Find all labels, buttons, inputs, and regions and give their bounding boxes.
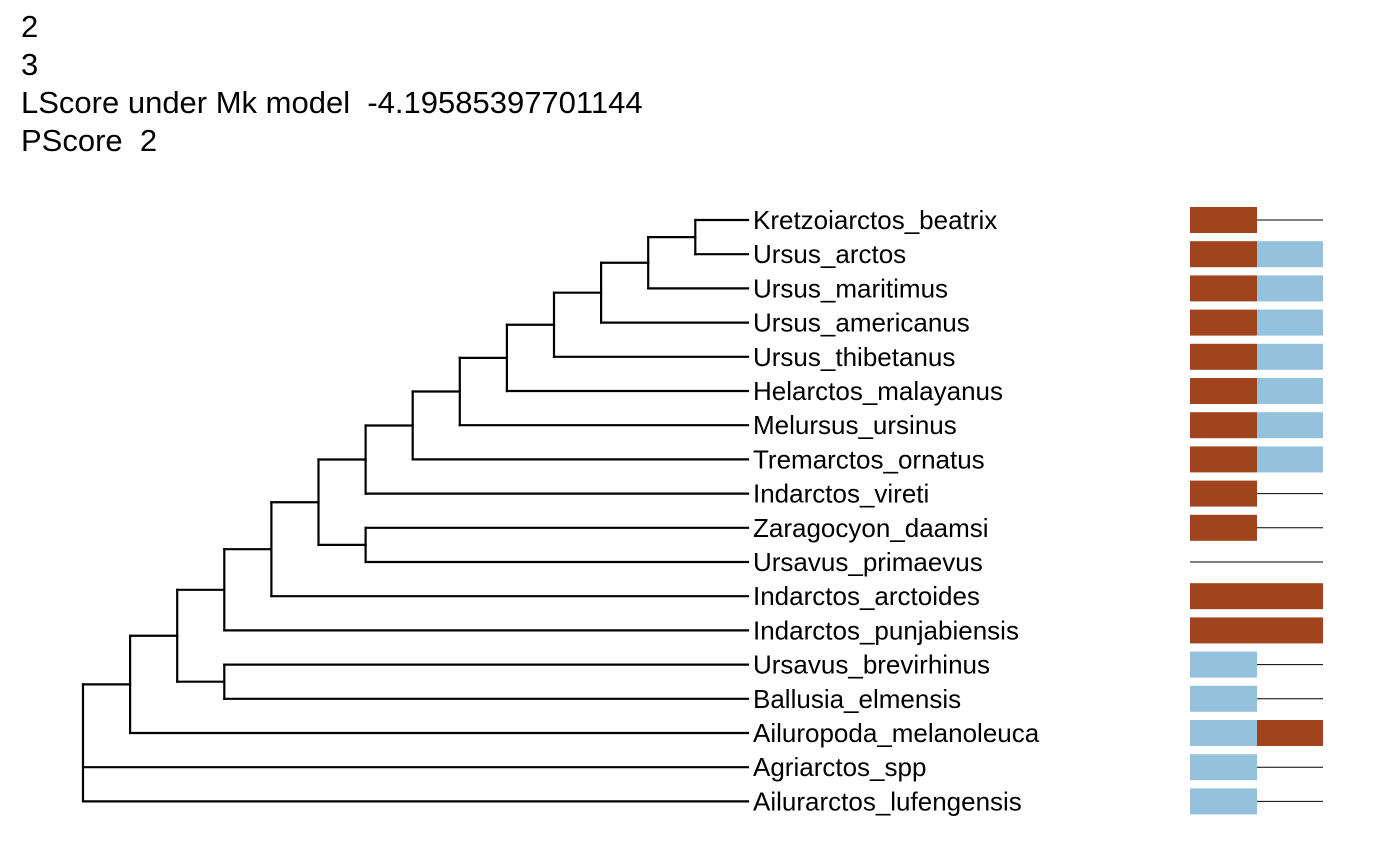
taxon-label: Ursus_maritimus bbox=[753, 273, 948, 303]
tree-branches bbox=[81, 218, 750, 803]
character-cell-1 bbox=[1190, 241, 1257, 268]
character-cell-2 bbox=[1257, 275, 1323, 302]
character-matrix bbox=[1190, 207, 1323, 815]
character-cell-1 bbox=[1190, 651, 1257, 678]
character-cell-2 bbox=[1257, 412, 1323, 439]
taxon-label: Melursus_ursinus bbox=[753, 410, 957, 440]
taxon-label: Ursus_arctos bbox=[753, 239, 906, 269]
character-cell-1 bbox=[1190, 788, 1257, 815]
header-line-1: 2 bbox=[21, 9, 39, 44]
taxon-label: Helarctos_malayanus bbox=[753, 376, 1003, 406]
character-cell-1 bbox=[1190, 446, 1257, 473]
header-line-2: 3 bbox=[21, 47, 39, 82]
character-cell-2 bbox=[1257, 446, 1323, 473]
character-cell-1 bbox=[1190, 685, 1257, 712]
character-cell-1 bbox=[1190, 583, 1257, 610]
taxon-label: Ursus_thibetanus bbox=[753, 342, 955, 372]
character-cell-2 bbox=[1257, 617, 1323, 644]
character-cell-1 bbox=[1190, 343, 1257, 370]
character-cell-1 bbox=[1190, 412, 1257, 439]
taxon-label: Ailuropoda_melanoleuca bbox=[753, 718, 1040, 748]
character-cell-1 bbox=[1190, 754, 1257, 781]
character-cell-1 bbox=[1190, 378, 1257, 404]
character-cell-2 bbox=[1257, 583, 1323, 610]
taxon-label: Ursavus_primaevus bbox=[753, 547, 983, 577]
taxon-label: Ursavus_brevirhinus bbox=[753, 650, 990, 680]
character-cell-1 bbox=[1190, 617, 1257, 644]
taxon-label: Kretzoiarctos_beatrix bbox=[753, 205, 997, 235]
character-cell-2 bbox=[1257, 378, 1323, 404]
character-cell-1 bbox=[1190, 480, 1257, 507]
taxon-label: Agriarctos_spp bbox=[753, 752, 926, 782]
taxon-label: Ursus_americanus bbox=[753, 308, 970, 338]
character-cell-1 bbox=[1190, 720, 1257, 746]
taxon-label: Zaragocyon_daamsi bbox=[753, 513, 989, 543]
taxon-label: Indarctos_vireti bbox=[753, 479, 929, 509]
character-cell-1 bbox=[1190, 514, 1257, 541]
lscore-text: LScore under Mk model -4.19585397701144 bbox=[21, 85, 643, 120]
score-header: 2 3 LScore under Mk model -4.19585397701… bbox=[21, 8, 643, 160]
character-cell-2 bbox=[1257, 343, 1323, 370]
taxon-label: Ailurarctos_lufengensis bbox=[753, 786, 1022, 816]
character-cell-2 bbox=[1257, 309, 1323, 336]
character-cell-2 bbox=[1257, 241, 1323, 268]
character-cell-2 bbox=[1257, 720, 1323, 746]
taxon-label: Indarctos_punjabiensis bbox=[753, 615, 1019, 645]
taxon-labels: Kretzoiarctos_beatrix Ursus_arctos Ursus_m… bbox=[753, 205, 1040, 816]
taxon-label: Indarctos_arctoides bbox=[753, 581, 980, 611]
character-cell-1 bbox=[1190, 309, 1257, 336]
pscore-text: PScore 2 bbox=[21, 123, 158, 158]
taxon-label: Ballusia_elmensis bbox=[753, 684, 961, 714]
taxon-label: Tremarctos_ornatus bbox=[753, 444, 985, 474]
character-cell-1 bbox=[1190, 207, 1257, 233]
character-cell-1 bbox=[1190, 275, 1257, 302]
